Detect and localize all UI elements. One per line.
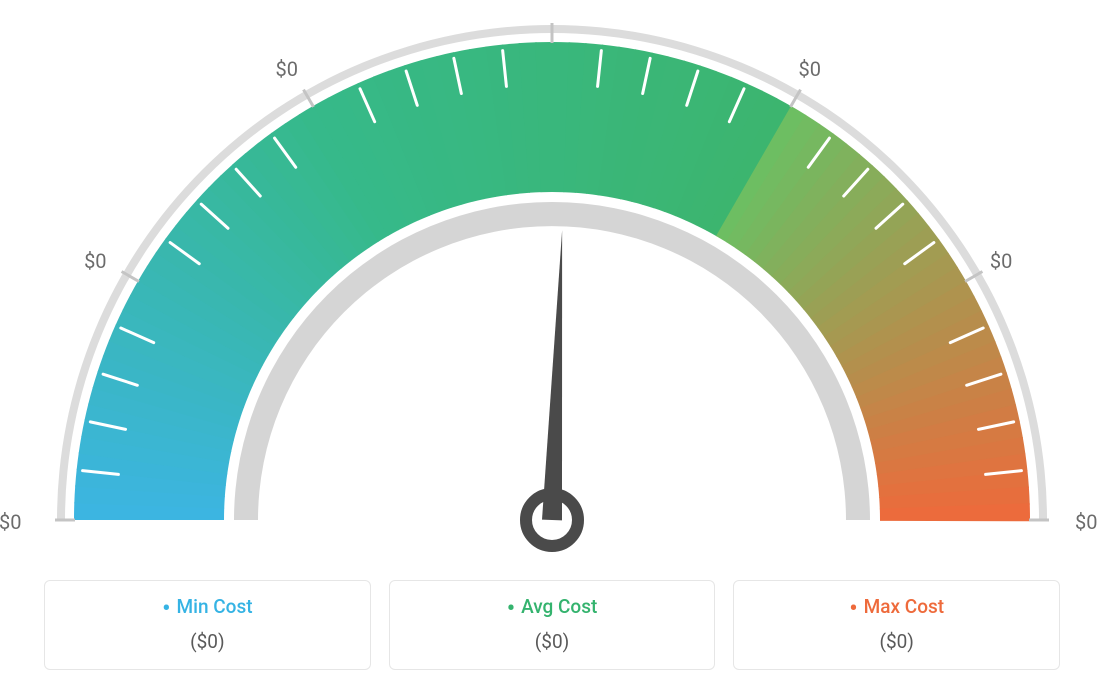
legend-row: Min Cost ($0) Avg Cost ($0) Max Cost ($0… — [44, 580, 1060, 670]
legend-max-value: ($0) — [746, 630, 1047, 653]
scale-label: $0 — [799, 57, 821, 81]
legend-card-avg: Avg Cost ($0) — [389, 580, 716, 670]
gauge-chart-container: $0$0$0$0$0$0$0 Min Cost ($0) Avg Cost ($… — [0, 0, 1104, 690]
legend-card-min: Min Cost ($0) — [44, 580, 371, 670]
legend-max-label: Max Cost — [746, 595, 1047, 618]
scale-label: $0 — [276, 57, 298, 81]
gauge-wrap: $0$0$0$0$0$0$0 — [42, 0, 1062, 560]
scale-label: $0 — [990, 249, 1012, 273]
scale-label: $0 — [1075, 510, 1097, 534]
legend-avg-value: ($0) — [402, 630, 703, 653]
scale-label: $0 — [84, 249, 106, 273]
gauge-svg — [42, 10, 1062, 570]
legend-card-max: Max Cost ($0) — [733, 580, 1060, 670]
legend-min-value: ($0) — [57, 630, 358, 653]
scale-label: $0 — [0, 510, 21, 534]
legend-avg-label: Avg Cost — [402, 595, 703, 618]
legend-min-label: Min Cost — [57, 595, 358, 618]
